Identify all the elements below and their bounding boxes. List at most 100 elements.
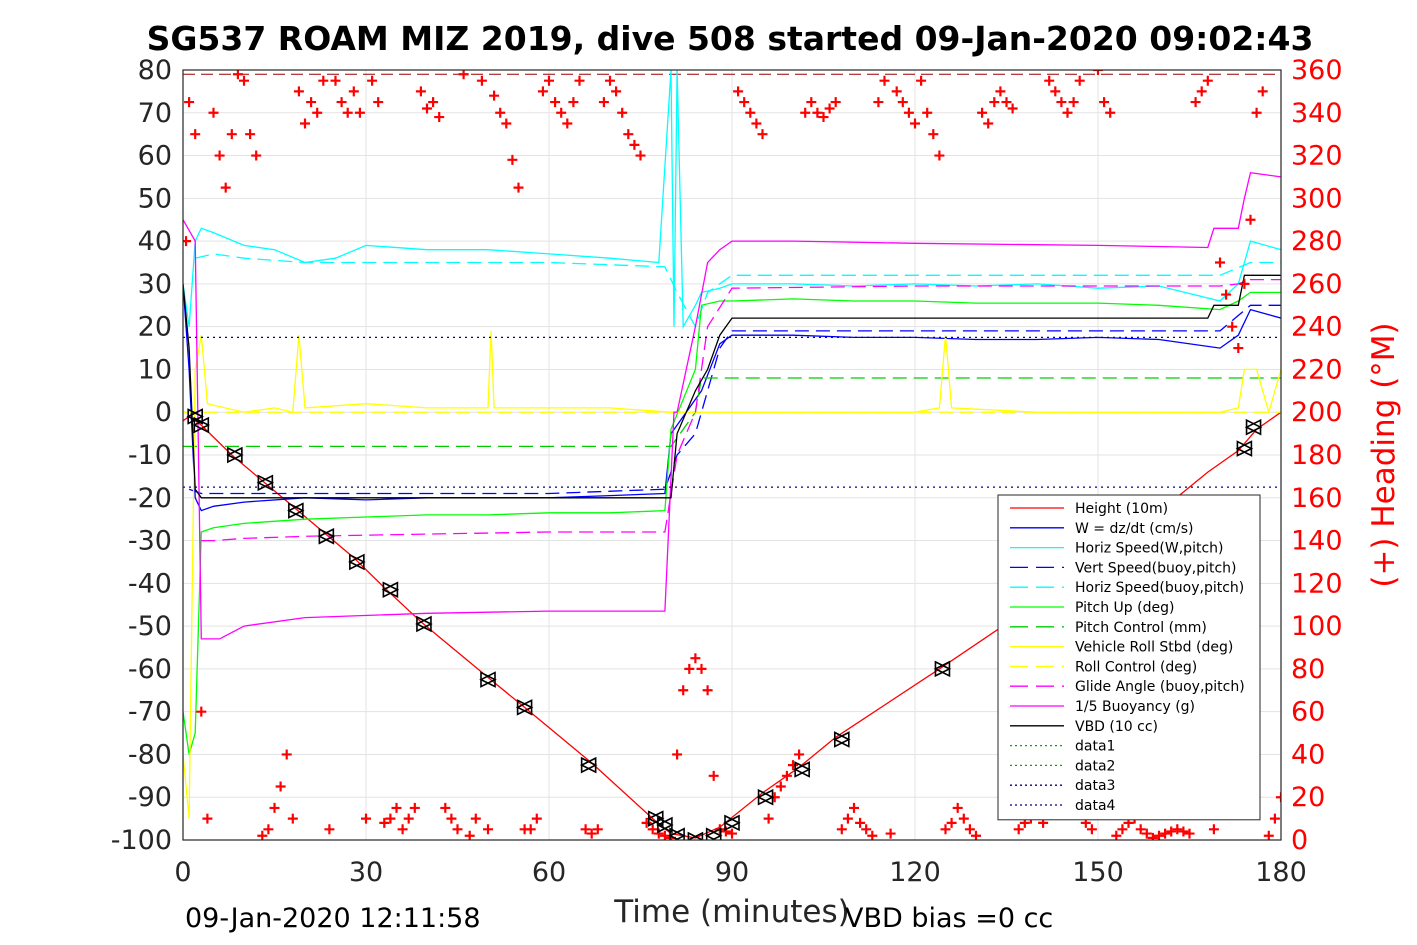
heading-point [653, 828, 664, 839]
legend-label: Vehicle Roll Stbd (deg) [1075, 640, 1233, 656]
legend-label: data2 [1075, 758, 1115, 774]
legend-label: data3 [1075, 778, 1115, 794]
heading-point [903, 107, 914, 118]
heading-point [537, 86, 548, 97]
heading-point [922, 107, 933, 118]
series-1 [183, 283, 1281, 512]
heading-point [1221, 289, 1232, 300]
legend-label: W = dz/dt (cm/s) [1075, 521, 1194, 537]
y-tick-label: 0 [155, 397, 172, 428]
x-tick-label: 150 [1072, 857, 1124, 888]
heading-point [855, 817, 866, 828]
heading-point [220, 182, 231, 193]
heading-point [891, 86, 902, 97]
dive-marker-left [668, 827, 685, 840]
heading-point [1093, 70, 1103, 75]
legend-label: Vert Speed(buoy,pitch) [1075, 560, 1237, 576]
heading-point [324, 824, 335, 835]
heading-point [824, 103, 835, 114]
heading-point [245, 129, 256, 140]
heading-point [562, 118, 573, 129]
heading-point [964, 824, 975, 835]
heading-point [312, 107, 323, 118]
heading-point [269, 802, 280, 813]
x-tick-label: 180 [1255, 857, 1307, 888]
heading-point [336, 97, 347, 108]
heading-point [476, 75, 487, 86]
chart-title: SG537 ROAM MIZ 2019, dive 508 started 09… [147, 19, 1314, 58]
heading-point [1263, 830, 1274, 840]
x-axis-label: Time (minutes) [613, 894, 849, 930]
heading-point [586, 828, 597, 839]
heading-point [1062, 107, 1073, 118]
right-tick-label: 100 [1291, 611, 1343, 642]
heading-point [1215, 257, 1225, 268]
heading-point [727, 828, 737, 839]
series-9 [201, 278, 1281, 542]
heading-point [251, 150, 262, 161]
heading-point [574, 75, 585, 86]
heading-point [483, 824, 493, 835]
heading-point [184, 97, 195, 108]
heading-point [556, 107, 567, 118]
right-tick-label: 60 [1291, 697, 1325, 728]
dive-marker-left [186, 408, 203, 425]
y-tick-label: -50 [128, 611, 172, 642]
y-tick-label: -80 [128, 739, 172, 770]
heading-point [1105, 107, 1116, 118]
dive-marker-left [933, 660, 951, 678]
x-tick-label: 120 [889, 857, 941, 888]
heading-point [190, 129, 201, 140]
heading-point [916, 75, 927, 86]
heading-point [287, 813, 298, 824]
dive-marker-left [381, 581, 399, 599]
heading-point [708, 770, 719, 781]
heading-point [812, 107, 823, 118]
heading-point [1208, 824, 1219, 835]
y-tick-label: 20 [138, 312, 172, 343]
heading-point [635, 150, 646, 161]
dive-marker-left [479, 671, 496, 688]
footer-vbd-bias: VBD bias =0 cc [845, 903, 1053, 934]
heading-point [1068, 97, 1079, 108]
dive-marker-left [793, 761, 810, 778]
series-5 [183, 291, 1281, 755]
heading-point [806, 97, 817, 108]
heading-point [1044, 75, 1055, 86]
legend-label: data4 [1075, 798, 1116, 814]
dive-marker-left [192, 416, 210, 434]
heading-point [415, 86, 426, 97]
right-tick-label: 140 [1291, 526, 1343, 557]
heading-point [1166, 826, 1177, 837]
heading-point [1160, 828, 1171, 839]
heading-point [361, 813, 371, 824]
dive-marker-left [287, 502, 304, 519]
heading-point [263, 824, 274, 835]
heading-point [672, 749, 683, 760]
heading-point [1202, 75, 1213, 86]
x-tick-label: 90 [715, 857, 749, 888]
heading-point [775, 781, 786, 792]
y-tick-label: -40 [128, 568, 172, 599]
heading-point [1117, 824, 1128, 835]
legend-label: Pitch Up (deg) [1075, 600, 1174, 616]
heading-point [794, 749, 805, 760]
heading-point [598, 97, 609, 108]
heading-point [1135, 824, 1146, 835]
dive-marker-left [579, 756, 597, 774]
heading-point [885, 828, 896, 839]
heading-point [617, 107, 628, 118]
legend-label: Height (10m) [1075, 501, 1168, 517]
heading-point [257, 830, 268, 840]
y-tick-label: 10 [138, 354, 172, 385]
heading-point [446, 813, 457, 824]
heading-point [830, 97, 841, 108]
dive-marker-left [1244, 418, 1262, 436]
heading-point [348, 86, 359, 97]
heading-point [232, 70, 243, 80]
dive-marker-left [833, 731, 850, 748]
dive-marker-left [656, 816, 673, 834]
heading-point [1276, 792, 1281, 803]
heading-point [788, 760, 798, 771]
